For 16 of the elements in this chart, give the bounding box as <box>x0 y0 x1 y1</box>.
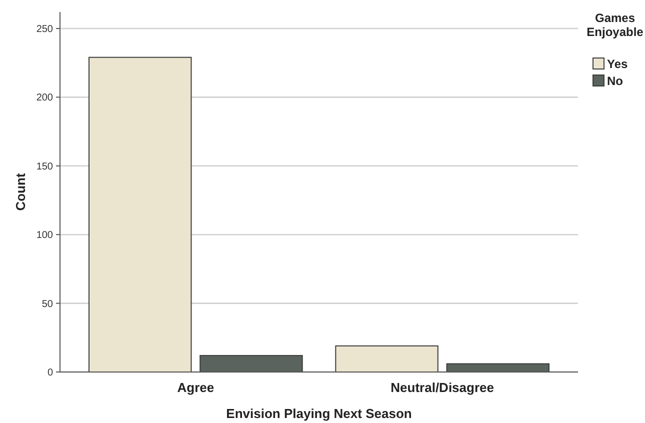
x-tick-label: Neutral/Disagree <box>390 380 494 395</box>
y-tick-label: 0 <box>47 368 54 378</box>
bar <box>335 345 438 372</box>
y-axis-title: Count <box>13 172 28 211</box>
bar <box>200 355 303 372</box>
y-tick-label: 150 <box>36 161 54 172</box>
y-tick-label: 50 <box>42 298 54 310</box>
x-axis-title: Envision Playing Next Season <box>226 406 412 421</box>
legend-title: Games Enjoyable <box>586 11 644 39</box>
x-tick-label: Agree <box>177 380 214 395</box>
y-tick-label: 200 <box>36 92 54 104</box>
legend-label: No <box>607 74 623 88</box>
legend-label: Yes <box>607 57 628 71</box>
bar <box>88 56 192 372</box>
y-tick-label: 100 <box>36 230 54 242</box>
y-tick-label: 250 <box>36 24 54 35</box>
